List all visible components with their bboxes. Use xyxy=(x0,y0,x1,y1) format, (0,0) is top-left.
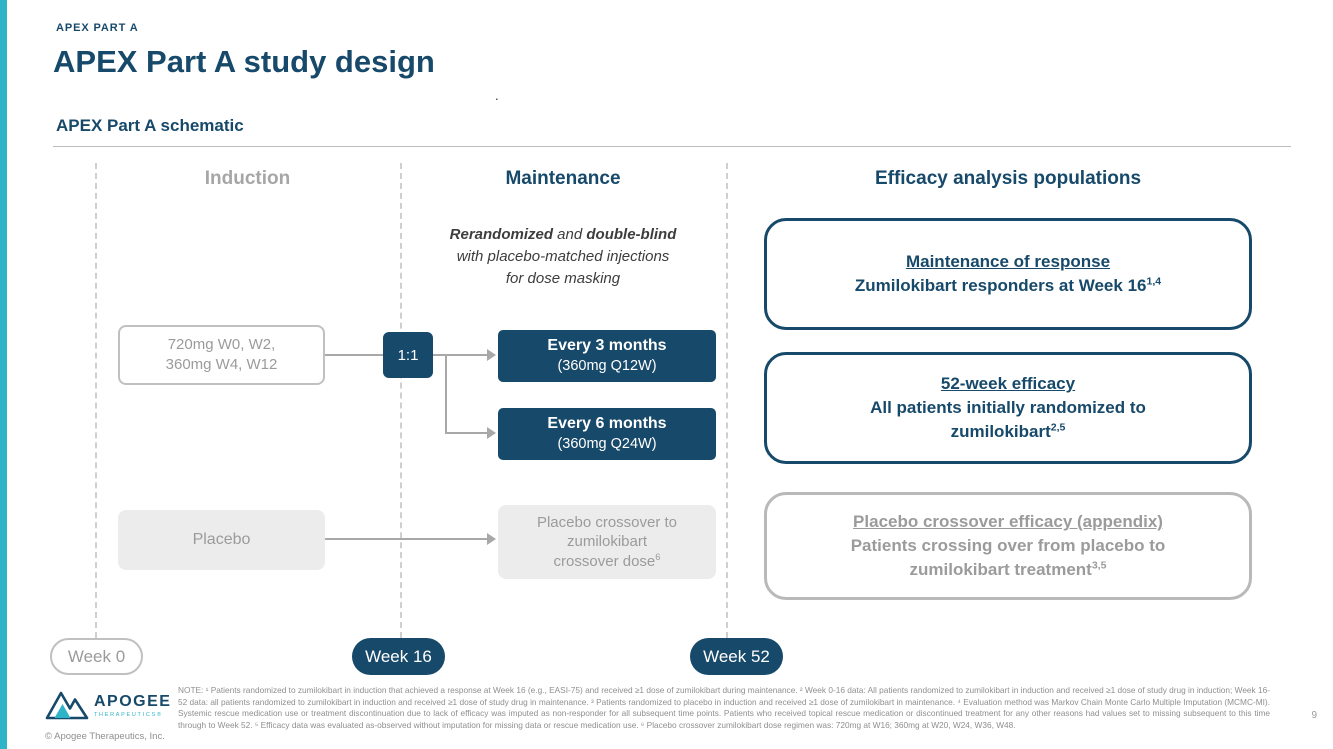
q12w-line2: (360mg Q12W) xyxy=(557,357,657,374)
maintenance-note-join: and xyxy=(553,226,587,243)
efficacy-panel-3-body-line2: zumilokibart treatment3,5 xyxy=(909,559,1107,579)
section-heading: APEX Part A schematic xyxy=(56,116,244,135)
connector-randomization-to-q12w xyxy=(433,354,487,356)
timeline-week52-pill: Week 52 xyxy=(690,638,783,675)
efficacy-panel-52-week: 52-week efficacy All patients initially … xyxy=(764,352,1252,464)
efficacy-panel-3-body-line1: Patients crossing over from placebo to xyxy=(850,536,1166,556)
maintenance-q24w-box: Every 6 months (360mg Q24W) xyxy=(498,408,716,460)
crossover-line3: crossover dose6 xyxy=(553,551,661,570)
induction-dose-box: 720mg W0, W2, 360mg W4, W12 xyxy=(118,325,325,385)
q12w-line1: Every 3 months xyxy=(547,337,667,355)
connector-induction-to-randomization xyxy=(325,354,383,356)
column-header-induction: Induction xyxy=(204,168,291,189)
crossover-footnote-ref: 6 xyxy=(655,551,661,562)
induction-dose-line2: 360mg W4, W12 xyxy=(165,356,278,373)
timeline-week16-pill: Week 16 xyxy=(352,638,445,675)
efficacy-panel-1-footnote-ref: 1,4 xyxy=(1146,275,1162,288)
footnotes: NOTE: ¹ Patients randomized to zumilokib… xyxy=(178,685,1270,730)
efficacy-panel-1-heading: Maintenance of response xyxy=(905,252,1111,272)
arrowhead-crossover-icon xyxy=(487,533,496,545)
maintenance-note-bold2: double-blind xyxy=(586,226,677,243)
week52-dashed-line xyxy=(726,163,728,638)
apogee-logo-subtext: THERAPEUTICS® xyxy=(94,712,163,718)
maintenance-note-line2: with placebo-matched injections xyxy=(456,247,670,265)
crossover-line2: zumilokibart xyxy=(566,533,648,551)
arrowhead-q12w-icon xyxy=(487,349,496,361)
connector-placebo-to-crossover xyxy=(325,538,487,540)
connector-branch-vertical xyxy=(445,354,447,434)
efficacy-panel-placebo-crossover: Placebo crossover efficacy (appendix) Pa… xyxy=(764,492,1252,600)
arrowhead-q24w-icon xyxy=(487,427,496,439)
left-accent-bar xyxy=(0,0,7,749)
apogee-logo-text: APOGEE THERAPEUTICS® xyxy=(94,693,171,718)
placebo-crossover-box: Placebo crossover to zumilokibart crosso… xyxy=(498,505,716,579)
crossover-line1: Placebo crossover to xyxy=(536,513,678,531)
efficacy-panel-2-heading: 52-week efficacy xyxy=(940,374,1076,394)
timeline-week0-pill: Week 0 xyxy=(50,638,143,675)
efficacy-panel-1-body: Zumilokibart responders at Week 161,4 xyxy=(854,275,1162,295)
efficacy-panel-maintenance-of-response: Maintenance of response Zumilokibart res… xyxy=(764,218,1252,330)
section-divider xyxy=(53,146,1291,147)
apogee-logo-name: APOGEE xyxy=(94,693,172,710)
maintenance-note: Rerandomized and double-blind with place… xyxy=(400,224,726,289)
week16-dashed-line xyxy=(400,163,402,638)
slide-eyebrow: APEX PART A xyxy=(56,22,139,34)
apogee-logo-icon xyxy=(45,691,89,720)
efficacy-panel-3-footnote-ref: 3,5 xyxy=(1091,559,1107,572)
page-number: 9 xyxy=(1311,710,1317,721)
efficacy-panel-2-footnote-ref: 2,5 xyxy=(1050,421,1066,434)
efficacy-panel-3-heading: Placebo crossover efficacy (appendix) xyxy=(853,512,1163,532)
efficacy-panel-2-body-line1: All patients initially randomized to xyxy=(870,398,1146,418)
maintenance-q12w-box: Every 3 months (360mg Q12W) xyxy=(498,330,716,382)
maintenance-note-line3: for dose masking xyxy=(505,269,621,287)
column-header-maintenance: Maintenance xyxy=(505,168,621,189)
stray-period: . xyxy=(495,88,499,103)
page-title: APEX Part A study design xyxy=(53,44,435,79)
q24w-line2: (360mg Q24W) xyxy=(557,435,657,452)
q24w-line1: Every 6 months xyxy=(547,415,667,433)
placebo-box: Placebo xyxy=(118,510,325,570)
apogee-logo: APOGEE THERAPEUTICS® xyxy=(44,685,171,721)
copyright-text: © Apogee Therapeutics, Inc. xyxy=(45,731,165,742)
induction-dose-line1: 720mg W0, W2, xyxy=(167,335,276,353)
column-header-efficacy: Efficacy analysis populations xyxy=(874,168,1142,189)
maintenance-note-bold1: Rerandomized xyxy=(449,226,553,243)
randomization-box: 1:1 xyxy=(383,332,433,378)
connector-randomization-to-q24w xyxy=(445,432,487,434)
week0-dashed-line xyxy=(95,163,97,638)
efficacy-panel-2-body-line2: zumilokibart2,5 xyxy=(950,421,1066,441)
